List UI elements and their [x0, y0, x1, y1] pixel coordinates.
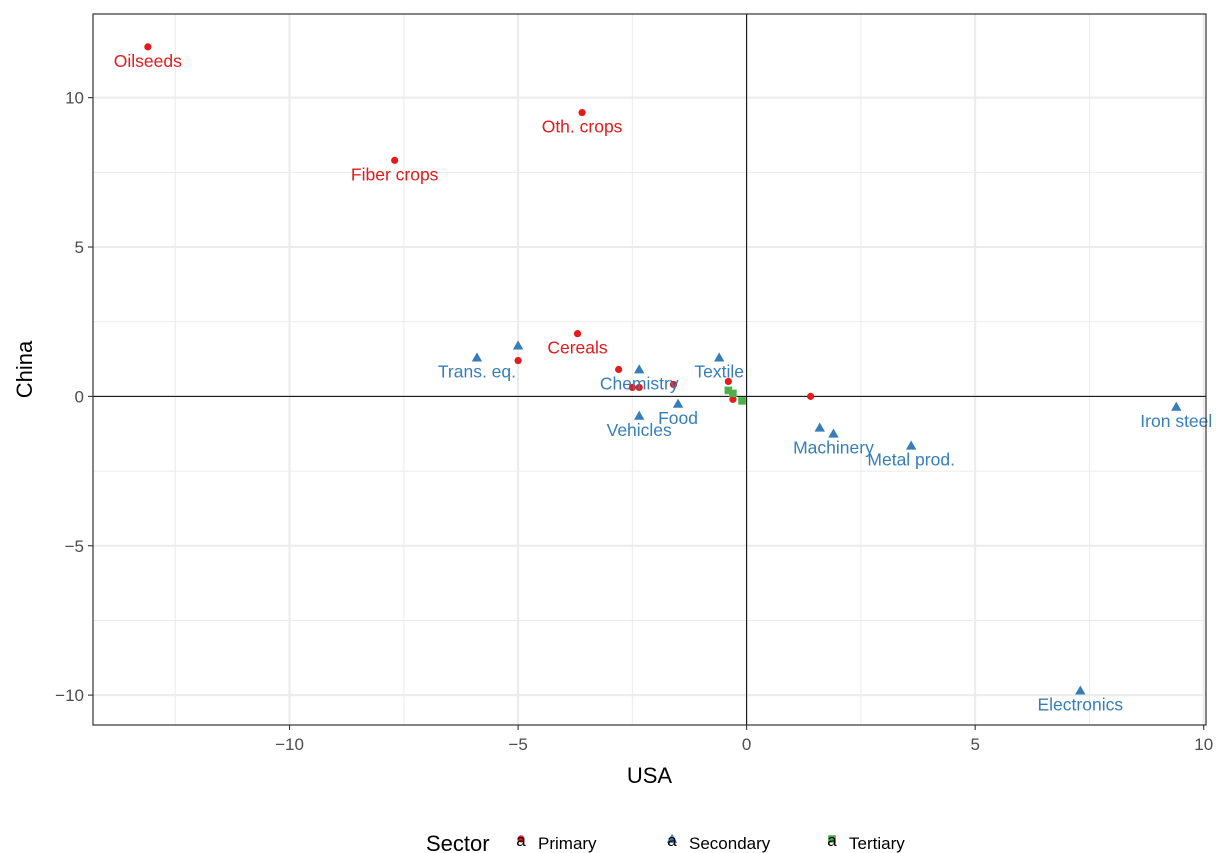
legend-label-secondary: Secondary	[689, 834, 771, 853]
secondary-point	[672, 398, 684, 408]
plot-panel-border	[92, 13, 1207, 726]
primary-point	[573, 330, 582, 338]
secondary-point	[828, 428, 839, 438]
secondary-point	[814, 422, 825, 432]
legend-key-tertiary	[828, 835, 836, 843]
x-axis-title: USA	[627, 763, 673, 788]
primary-point	[514, 356, 522, 365]
secondary-point	[714, 352, 725, 362]
point-label: Chemistry	[600, 374, 679, 394]
point-labels: Oilseeds Oth. crops Fiber crops Cereals Tran…	[114, 51, 1212, 715]
legend-label-tertiary: Tertiary	[849, 834, 905, 853]
primary-point	[144, 43, 152, 51]
grid-lines	[93, 14, 1206, 725]
legend-key-glyph: a	[516, 831, 526, 850]
secondary-point	[471, 352, 483, 362]
reference-lines	[93, 14, 1206, 725]
primary-point	[615, 365, 623, 374]
tertiary-point	[729, 389, 737, 398]
primary-point	[578, 108, 586, 117]
secondary-point	[1171, 401, 1182, 411]
primary-point	[807, 392, 815, 400]
tertiary-point	[724, 386, 733, 395]
legend: Sector a Primary a Secondary a Tertiary	[426, 831, 905, 853]
legend-title: Sector	[426, 831, 490, 853]
x-tick-label: −10	[275, 735, 304, 754]
primary-point	[729, 395, 737, 403]
data-points	[144, 43, 1182, 695]
y-tick-label: −10	[55, 686, 84, 705]
x-tick-label: 10	[1194, 735, 1213, 754]
primary-point	[391, 156, 399, 164]
y-tick-label: −5	[65, 537, 84, 556]
point-label: Oilseeds	[114, 51, 182, 71]
axes: −10 −5 0 5 10 −10 −5 0 5 10	[55, 89, 1213, 754]
point-label: Metal prod.	[867, 450, 955, 470]
x-tick-label: 0	[742, 735, 751, 754]
legend-key-glyph: a	[827, 831, 837, 850]
point-label: Machinery	[793, 438, 874, 458]
tertiary-point	[738, 397, 746, 405]
x-tick-label: 5	[970, 735, 979, 754]
legend-key-primary	[517, 835, 525, 843]
primary-point	[628, 383, 636, 392]
secondary-point	[905, 440, 917, 450]
y-tick-label: 0	[75, 387, 84, 406]
secondary-point	[1075, 685, 1086, 695]
secondary-point	[634, 364, 645, 374]
primary-point	[635, 383, 643, 392]
y-axis-title: China	[12, 340, 37, 398]
legend-key-secondary	[666, 833, 678, 843]
primary-point	[669, 380, 678, 389]
point-label: Textile	[694, 362, 744, 382]
point-label: Oth. crops	[542, 117, 623, 137]
point-label: Vehicles	[607, 420, 672, 440]
y-tick-label: 5	[75, 238, 84, 257]
point-label: Food	[658, 408, 698, 428]
point-label: Trans. eq.	[438, 362, 516, 382]
y-tick-label: 10	[65, 89, 84, 108]
legend-key-glyph: a	[667, 831, 677, 850]
x-tick-label: −5	[508, 735, 527, 754]
point-label: Fiber crops	[351, 164, 439, 184]
secondary-point	[634, 410, 645, 420]
point-label: Cereals	[547, 338, 608, 358]
point-label: Iron steel	[1140, 411, 1212, 431]
legend-label-primary: Primary	[538, 834, 597, 853]
primary-point	[724, 377, 732, 386]
point-label: Electronics	[1038, 695, 1124, 715]
secondary-point	[512, 340, 524, 350]
